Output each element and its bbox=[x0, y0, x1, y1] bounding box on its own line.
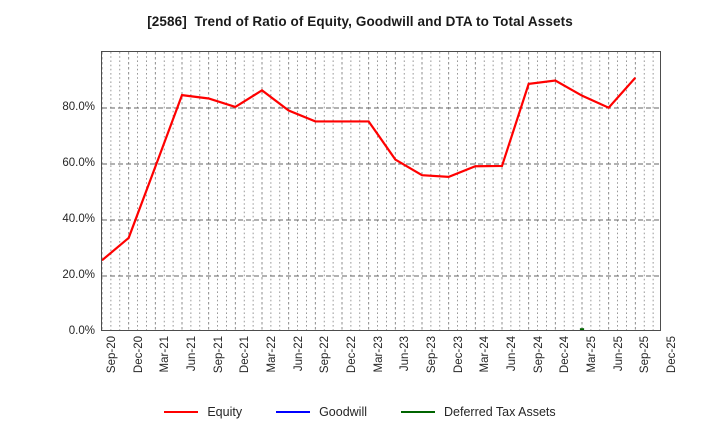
y-axis-tick-label: 0.0% bbox=[68, 325, 95, 337]
x-axis-tick-label: Jun-23 bbox=[399, 336, 412, 372]
series-line-equity bbox=[102, 77, 637, 262]
x-axis-tick-label: Jun-21 bbox=[186, 336, 198, 372]
plot-region bbox=[101, 51, 661, 331]
legend-item[interactable]: Deferred Tax Assets bbox=[401, 405, 556, 419]
x-axis-tick-label: Dec-23 bbox=[452, 336, 465, 374]
x-axis-tick-label: Sep-25 bbox=[639, 336, 652, 374]
x-axis-tick-label: Sep-20 bbox=[106, 336, 118, 374]
y-axis-tick-label: 60.0% bbox=[62, 157, 95, 169]
legend-line-swatch-icon bbox=[164, 411, 199, 413]
legend-label: Goodwill bbox=[319, 405, 368, 419]
grid-lines bbox=[102, 52, 660, 330]
x-axis-tick-label: Dec-25 bbox=[666, 336, 678, 374]
x-axis-tick-label: Dec-21 bbox=[239, 336, 252, 374]
x-axis-tick-label: Dec-20 bbox=[132, 336, 145, 374]
data-series-layer bbox=[102, 77, 637, 330]
series-point-deferred-tax-assets bbox=[579, 328, 585, 330]
x-axis-tick-label: Sep-21 bbox=[212, 336, 225, 374]
y-axis-tick-label: 40.0% bbox=[62, 213, 95, 225]
x-axis-tick-label: Mar-22 bbox=[266, 336, 278, 373]
y-axis-tick-label: 80.0% bbox=[62, 101, 95, 113]
x-axis-tick-label: Jun-22 bbox=[292, 336, 305, 372]
legend-line-swatch-icon bbox=[276, 411, 311, 413]
legend-item[interactable]: Goodwill bbox=[276, 405, 367, 419]
x-axis-tick-label: Dec-22 bbox=[346, 336, 358, 374]
x-axis-tick-label: Mar-23 bbox=[372, 336, 385, 373]
x-axis-tick-label: Dec-24 bbox=[559, 336, 572, 374]
x-axis-tick-label: Jun-25 bbox=[612, 336, 625, 372]
x-axis-tick-label: Mar-21 bbox=[159, 336, 172, 373]
x-axis-tick-label: Sep-23 bbox=[426, 336, 438, 374]
x-axis-tick-label: Jun-24 bbox=[506, 336, 518, 372]
legend-label: Equity bbox=[207, 405, 243, 419]
x-axis-tick-labels: Sep-20 Dec-20 Mar-21 Jun-21 Sep-21 Dec-21 Mar-… bbox=[101, 336, 678, 402]
x-axis-tick-label: Sep-24 bbox=[532, 336, 545, 374]
plot-area bbox=[101, 51, 661, 331]
legend-item[interactable]: Equity bbox=[164, 405, 242, 419]
x-axis-tick-label: Sep-22 bbox=[319, 336, 332, 374]
legend-line-swatch-icon bbox=[401, 411, 436, 413]
legend-label: Deferred Tax Assets bbox=[444, 405, 556, 419]
chart-legend: Equity Goodwill Deferred Tax Assets bbox=[0, 405, 720, 419]
x-axis-tick-label: Mar-24 bbox=[479, 336, 492, 373]
page-title: [2586] Trend of Ratio of Equity, Goodwil… bbox=[147, 14, 573, 29]
y-axis-tick-label: 20.0% bbox=[62, 269, 95, 281]
y-axis-tick-labels: 0.0% 20.0% 40.0% 60.0% 80.0% bbox=[37, 51, 95, 337]
x-axis-tick-label: Mar-25 bbox=[586, 336, 598, 373]
